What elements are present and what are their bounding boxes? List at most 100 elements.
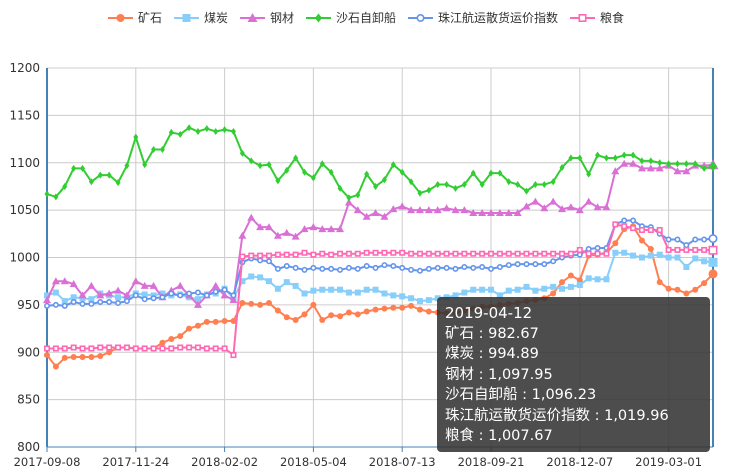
data-point-coal <box>44 292 50 299</box>
data-point-steel <box>637 164 646 172</box>
data-point-coal <box>266 278 272 285</box>
data-point-freight-index <box>274 265 281 272</box>
data-point-steel <box>336 225 345 233</box>
y-tick-label: 1000 <box>9 251 40 265</box>
data-point-ore <box>257 301 264 308</box>
data-point-freight-index <box>212 288 219 295</box>
data-point-grain <box>576 246 583 253</box>
data-point-ore <box>70 353 77 360</box>
data-point-sand-boat <box>159 145 165 153</box>
data-point-freight-index <box>594 245 601 252</box>
data-point-freight-index <box>186 290 193 297</box>
data-point-steel <box>300 225 309 233</box>
legend-item-sand-boat[interactable]: 沙石自卸船 <box>306 9 396 26</box>
legend-item-freight-index[interactable]: 珠江航运散货运价指数 <box>408 9 558 26</box>
data-point-coal <box>701 258 708 265</box>
data-point-freight-index <box>487 265 494 272</box>
data-point-sand-boat <box>213 127 219 135</box>
data-point-ore <box>212 318 219 325</box>
data-point-freight-index <box>523 261 530 268</box>
data-point-ore <box>656 279 663 286</box>
data-point-ore <box>612 240 619 247</box>
data-point-freight-index <box>203 292 210 299</box>
legend-marker <box>182 13 191 22</box>
data-point-ore <box>701 280 708 287</box>
data-point-steel <box>549 197 558 205</box>
data-point-steel <box>478 208 487 216</box>
legend-label: 珠江航运散货运价指数 <box>438 11 559 25</box>
data-point-steel <box>51 277 60 285</box>
series-steel <box>43 159 719 308</box>
data-point-freight-index <box>221 286 228 293</box>
data-point-ore <box>559 279 566 286</box>
data-point-freight-index <box>452 265 459 272</box>
data-point-grain <box>487 250 494 257</box>
data-point-coal <box>257 274 264 281</box>
y-tick-label: 950 <box>17 298 40 312</box>
data-point-grain <box>70 344 77 351</box>
data-point-coal <box>283 279 290 286</box>
y-tick-label: 800 <box>17 440 40 454</box>
data-point-sand-boat <box>506 178 512 186</box>
data-point-steel <box>407 206 416 214</box>
data-point-grain <box>248 252 255 259</box>
data-point-sand-boat <box>151 145 157 153</box>
data-point-freight-index <box>61 302 68 309</box>
data-point-sand-boat <box>612 154 618 162</box>
data-point-coal <box>381 290 388 297</box>
data-point-sand-boat <box>328 168 334 176</box>
data-point-freight-index <box>123 298 130 305</box>
data-point-ore <box>692 286 699 293</box>
data-point-grain <box>443 250 450 257</box>
data-point-steel <box>211 281 220 289</box>
data-point-freight-index <box>194 289 201 296</box>
data-point-freight-index <box>328 265 335 272</box>
data-point-ore <box>550 290 557 297</box>
data-point-grain <box>203 345 210 352</box>
data-point-coal <box>656 251 663 258</box>
data-point-coal <box>505 287 512 294</box>
data-point-coal <box>692 255 699 262</box>
data-point-ore <box>248 300 255 307</box>
data-point-freight-index <box>97 299 104 306</box>
data-point-freight-index <box>79 300 86 307</box>
data-point-sand-boat <box>603 154 609 162</box>
data-point-ore <box>61 354 68 361</box>
legend-item-grain[interactable]: 粮食 <box>570 9 624 26</box>
data-point-sand-boat <box>497 169 503 177</box>
data-point-steel <box>43 296 51 304</box>
data-point-coal <box>452 292 459 299</box>
data-point-steel <box>442 204 451 212</box>
data-point-ore <box>381 305 388 312</box>
data-point-ore <box>638 237 645 244</box>
data-point-freight-index <box>381 262 388 269</box>
data-point-sand-boat <box>586 170 592 178</box>
data-point-steel <box>575 206 584 214</box>
data-point-grain <box>541 250 548 257</box>
data-point-sand-boat <box>319 160 325 168</box>
data-point-ore <box>239 299 246 306</box>
data-point-sand-boat <box>71 164 77 172</box>
data-point-coal <box>665 254 672 261</box>
data-point-grain <box>177 344 184 351</box>
legend-item-steel[interactable]: 钢材 <box>239 9 294 26</box>
data-point-coal <box>585 275 592 282</box>
data-point-sand-boat <box>186 124 192 132</box>
data-point-coal <box>638 254 645 261</box>
x-tick-label: 2019-03-01 <box>635 455 702 469</box>
series-sand-boat <box>44 124 717 202</box>
data-point-grain <box>612 221 619 228</box>
data-point-steel <box>78 291 87 299</box>
data-point-coal <box>354 289 361 296</box>
legend-emptyCircle-icon <box>408 13 434 22</box>
data-point-coal <box>328 286 335 293</box>
data-point-sand-boat <box>692 160 698 168</box>
data-point-ore <box>292 317 299 324</box>
legend-item-coal[interactable]: 煤炭 <box>173 9 228 26</box>
data-point-sand-boat <box>204 125 210 133</box>
legend-item-ore[interactable]: 矿石 <box>107 9 162 26</box>
data-point-sand-boat <box>62 182 68 190</box>
data-point-freight-index <box>470 264 477 271</box>
x-tick-label: 2017-09-08 <box>14 455 81 469</box>
legend-label: 沙石自卸船 <box>336 11 397 25</box>
